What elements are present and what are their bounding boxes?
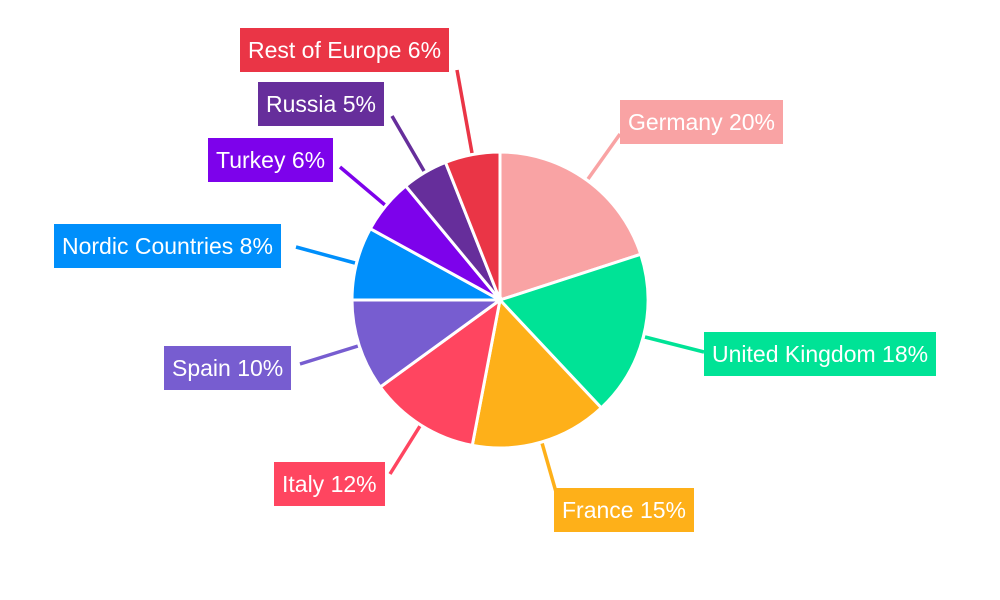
leader-line: [455, 69, 474, 154]
leader-line: [388, 425, 422, 475]
data-label: Russia 5%: [258, 82, 384, 126]
data-label: Nordic Countries 8%: [54, 224, 281, 268]
pie-slice-spain[interactable]: [350, 298, 505, 390]
pie-slice-united-kingdom[interactable]: [497, 252, 650, 411]
data-label: Rest of Europe 6%: [240, 28, 450, 72]
pie-slice-germany[interactable]: [498, 150, 643, 303]
pie-slice-france[interactable]: [470, 296, 604, 450]
data-label: Spain 10%: [164, 346, 292, 390]
data-label: Turkey 6%: [208, 138, 334, 182]
leader-line: [540, 442, 558, 493]
data-label: France 15%: [554, 488, 695, 532]
data-label: United Kingdom 18%: [704, 332, 937, 376]
pie-slice-italy[interactable]: [378, 296, 503, 448]
leader-line: [586, 132, 622, 181]
leader-line: [299, 344, 359, 366]
leader-line: [390, 115, 426, 172]
pie-slice-rest-of-europe[interactable]: [443, 150, 502, 301]
data-label: Germany 20%: [620, 100, 784, 144]
leader-line: [338, 165, 387, 207]
leader-line: [295, 245, 356, 265]
data-label: Italy 12%: [274, 462, 385, 506]
leader-line: [644, 335, 705, 354]
